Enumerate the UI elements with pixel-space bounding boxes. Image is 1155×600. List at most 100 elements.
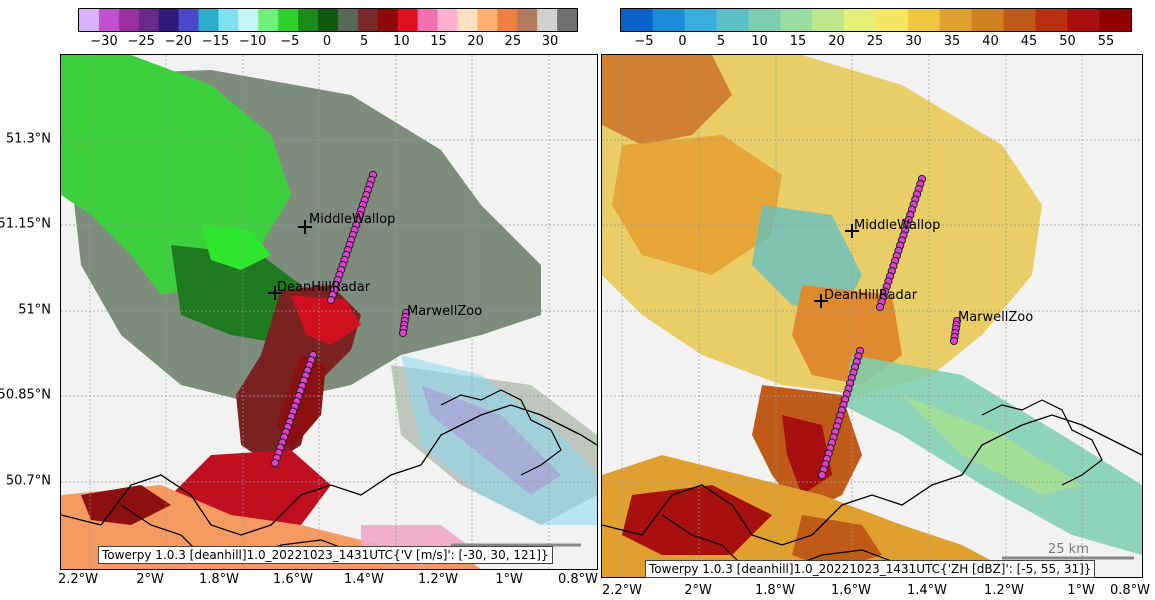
colorbar-tick-label: −30 xyxy=(90,34,118,49)
gust-front-point xyxy=(817,470,827,480)
colorbar-segment xyxy=(377,9,399,31)
colorbar-segment xyxy=(537,9,558,31)
colorbar-tick-label: 45 xyxy=(1020,34,1038,49)
colorbar-segment xyxy=(79,9,100,31)
colorbar-segment xyxy=(278,9,299,31)
gust-front-point xyxy=(326,295,336,305)
colorbar-segment xyxy=(178,9,200,31)
x-tick-label: 1.2°W xyxy=(417,572,459,587)
place-label-middlewallop: MiddleWallop xyxy=(854,218,940,233)
y-tick-label: 50.85°N xyxy=(0,387,51,403)
x-tick-label: 0.8°W xyxy=(557,572,599,587)
colorbar-segment xyxy=(158,9,180,31)
colorbar-segment xyxy=(876,9,909,31)
colorbar-tick-label: 15 xyxy=(430,34,447,49)
colorbar-tick-label: 30 xyxy=(905,34,922,49)
place-label-deanhillradar: DeanHillRadar xyxy=(824,288,918,303)
colorbar-segment xyxy=(844,9,877,31)
gust-front-point xyxy=(398,328,408,338)
x-tick-label: 1.8°W xyxy=(754,583,796,598)
x-tick-label: 1.4°W xyxy=(906,583,948,598)
colorbar-segment xyxy=(417,9,439,31)
colorbar-segment xyxy=(780,9,813,31)
colorbar-segment xyxy=(397,9,419,31)
colorbar-tick-label: 25 xyxy=(866,34,884,49)
colorbar-tick-label: −20 xyxy=(164,34,193,49)
x-tick-label: 2°W xyxy=(684,583,712,598)
scale-bar-label: 25 km xyxy=(1048,542,1089,557)
colorbar-segment xyxy=(1035,9,1068,31)
x-tick-label: 1.4°W xyxy=(343,572,385,587)
colorbar-segment xyxy=(477,9,498,31)
colorbar-tick-label: 50 xyxy=(1059,34,1076,49)
colorbar-tick-label: 5 xyxy=(716,34,726,49)
colorbar-tick-label: 20 xyxy=(828,34,845,49)
place-label-deanhillradar: DeanHillRadar xyxy=(277,280,371,295)
y-tick-label: 51.15°N xyxy=(0,216,51,232)
velocity-map: MiddleWallop DeanHillRadar MarwellZoo xyxy=(61,55,597,569)
colorbar-segment xyxy=(118,9,140,31)
colorbar-segment xyxy=(357,9,379,31)
x-tick-label: 1°W xyxy=(495,572,523,587)
colorbar-tick-label: −15 xyxy=(201,34,230,49)
colorbar-tick-label: 0 xyxy=(322,34,332,49)
y-tick-label: 51°N xyxy=(18,302,51,318)
reflectivity-map: 25 km MiddleWallop DeanHillRadar Marwell… xyxy=(602,55,1142,577)
colorbar-segment xyxy=(812,9,845,31)
colorbar-tick-label: 15 xyxy=(789,34,807,49)
place-label-marwellzoo: MarwellZoo xyxy=(407,304,482,319)
colorbar-tick-label: 25 xyxy=(504,34,522,49)
x-tick-label: 1°W xyxy=(1067,583,1095,598)
colorbar-segment xyxy=(138,9,160,31)
colorbar-segment xyxy=(557,9,577,31)
x-tick-label: 2.2°W xyxy=(601,583,643,598)
colorbar-tick-label: 10 xyxy=(393,34,410,49)
colorbar-segment xyxy=(1099,9,1131,31)
colorbar-velocity xyxy=(78,8,578,32)
colorbar-segment xyxy=(621,9,654,31)
colorbar-tick-label: −5 xyxy=(280,34,300,49)
run-info-label: Towerpy 1.0.3 [deanhill]1.0_20221023_143… xyxy=(98,546,553,564)
gust-front-point xyxy=(270,458,280,468)
reflectivity-map-panel[interactable]: 25 km MiddleWallop DeanHillRadar Marwell… xyxy=(601,54,1143,578)
colorbar-segment xyxy=(907,9,941,31)
colorbar-segment xyxy=(971,9,1005,31)
x-tick-label: 1.6°W xyxy=(830,583,872,598)
place-label-middlewallop: MiddleWallop xyxy=(309,212,395,227)
colorbar-segment xyxy=(258,9,279,31)
x-tick-label: 1.6°W xyxy=(272,572,314,587)
velocity-map-panel[interactable]: MiddleWallop DeanHillRadar MarwellZoo xyxy=(60,54,598,570)
colorbar-tick-label: −5 xyxy=(634,34,654,49)
gust-front-point xyxy=(875,302,885,312)
colorbar-tick-label: 0 xyxy=(678,34,687,49)
x-tick-label: 2.2°W xyxy=(57,572,99,587)
colorbar-tick-label: −25 xyxy=(127,34,155,49)
colorbar-segment xyxy=(652,9,686,31)
colorbar-segment xyxy=(198,9,220,31)
place-label-marwellzoo: MarwellZoo xyxy=(958,310,1033,325)
colorbar-segment xyxy=(457,9,478,31)
colorbar-tick-label: 40 xyxy=(982,34,999,49)
colorbar-segment xyxy=(298,9,319,31)
colorbar-segment xyxy=(437,9,459,31)
colorbar-tick-label: 55 xyxy=(1097,34,1115,49)
colorbar-tick-label: 20 xyxy=(467,34,484,49)
colorbar-segment xyxy=(939,9,973,31)
x-tick-label: 2°W xyxy=(136,572,164,587)
colorbar-segment xyxy=(497,9,518,31)
colorbar-segment xyxy=(716,9,750,31)
colorbar-segment xyxy=(684,9,718,31)
colorbar-segment xyxy=(218,9,239,31)
colorbar-segment xyxy=(517,9,538,31)
colorbar-segment xyxy=(748,9,781,31)
colorbar-tick-label: −10 xyxy=(238,34,267,49)
x-tick-label: 1.2°W xyxy=(983,583,1025,598)
run-info-label: Towerpy 1.0.3 [deanhill]1.0_20221023_143… xyxy=(645,560,1096,578)
colorbar-tick-label: 35 xyxy=(943,34,961,49)
y-tick-label: 51.3°N xyxy=(5,131,51,147)
x-tick-label: 1.8°W xyxy=(198,572,240,587)
y-tick-label: 50.7°N xyxy=(5,473,51,489)
colorbar-tick-label: 30 xyxy=(541,34,559,49)
colorbar-segment xyxy=(1003,9,1036,31)
colorbar-tick-label: 5 xyxy=(360,34,369,49)
